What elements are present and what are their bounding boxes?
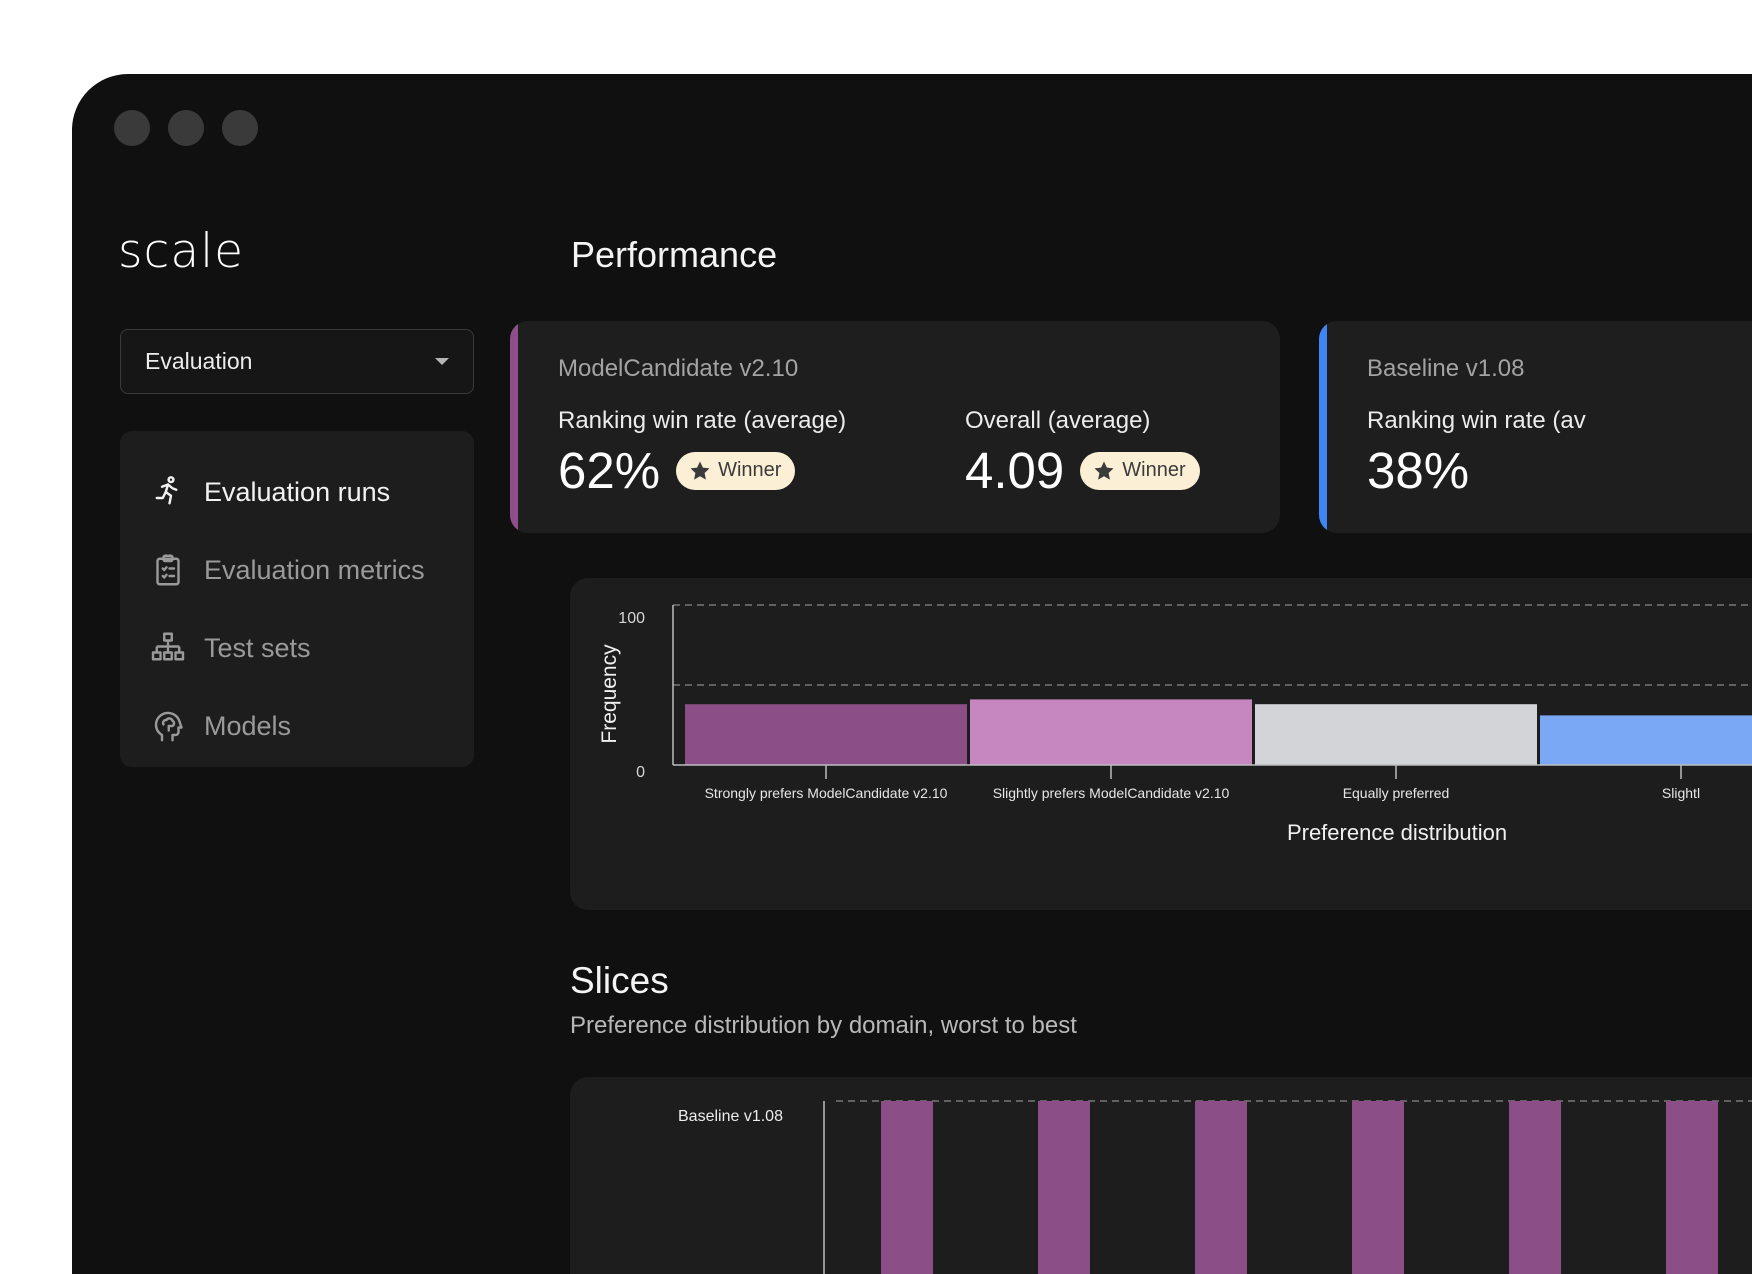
y-tick-label: 100 bbox=[618, 610, 645, 627]
running-person-icon bbox=[155, 476, 178, 505]
baseline-summary-card: Baseline v1.08 Ranking win rate (av 38% bbox=[1319, 321, 1752, 533]
badge-label: Winner bbox=[1122, 459, 1186, 481]
candidate-ranking-metric: Ranking win rate (average) 62% Winner bbox=[558, 407, 846, 500]
winner-badge: Winner bbox=[1080, 451, 1200, 490]
x-tick-label: Strongly prefers ModelCandidate v2.10 bbox=[705, 785, 948, 801]
slices-title: Slices bbox=[570, 960, 669, 1001]
baseline-accent-bar bbox=[1319, 321, 1327, 533]
section-selector-value: Evaluation bbox=[145, 348, 253, 374]
sidebar-item-test-sets[interactable]: Test sets bbox=[120, 609, 474, 687]
clipboard-checklist-icon bbox=[156, 554, 180, 586]
slices-row-label: Baseline v1.08 bbox=[678, 1108, 783, 1125]
star-icon bbox=[690, 461, 710, 480]
performance-title: Performance bbox=[571, 234, 778, 275]
minimize-window-button[interactable] bbox=[168, 110, 204, 146]
sidebar-item-label: Evaluation runs bbox=[204, 476, 391, 507]
slices-chart-card: Baseline v1.08 bbox=[570, 1077, 1752, 1274]
candidate-overall-metric: Overall (average) 4.09 Winner bbox=[965, 407, 1200, 500]
sidebar-item-models[interactable]: Models bbox=[120, 687, 474, 765]
baseline-model-name: Baseline v1.08 bbox=[1367, 355, 1525, 382]
maximize-window-button[interactable] bbox=[222, 110, 258, 146]
scale-logo[interactable]: scale bbox=[118, 224, 245, 279]
app-window: scale Evaluation Evaluation runs Ev bbox=[72, 74, 1752, 1274]
sidebar-item-evaluation-metrics[interactable]: Evaluation metrics bbox=[120, 531, 474, 609]
x-tick-label: Equally preferred bbox=[1343, 785, 1450, 801]
bar-2[interactable] bbox=[1255, 704, 1537, 765]
metric-label: Ranking win rate (av bbox=[1367, 407, 1586, 434]
badge-label: Winner bbox=[718, 459, 782, 481]
slice-bar-2[interactable] bbox=[1195, 1101, 1247, 1274]
sidebar-item-label: Evaluation metrics bbox=[204, 554, 425, 585]
caret-down-icon bbox=[435, 358, 449, 365]
metric-label: Ranking win rate (average) bbox=[558, 407, 847, 434]
winner-badge: Winner bbox=[676, 451, 796, 490]
x-tick-label: Slightl bbox=[1662, 785, 1700, 801]
sidebar-item-label: Models bbox=[204, 710, 292, 741]
section-selector[interactable]: Evaluation bbox=[120, 329, 474, 394]
sidebar-item-label: Test sets bbox=[204, 632, 311, 663]
preference-distribution-chart: Strongly prefers ModelCandidate v2.10 Sli… bbox=[598, 604, 1752, 845]
window-controls bbox=[114, 110, 258, 146]
candidate-accent-bar bbox=[510, 321, 518, 533]
close-window-button[interactable] bbox=[114, 110, 150, 146]
slice-bar-3[interactable] bbox=[1352, 1101, 1404, 1274]
baseline-ranking-metric: Ranking win rate (av 38% bbox=[1367, 407, 1586, 500]
metric-value: 4.09 bbox=[965, 442, 1065, 499]
sidebar-nav: Evaluation runs Evaluation metrics Test … bbox=[120, 431, 474, 767]
metric-label: Overall (average) bbox=[965, 407, 1151, 434]
slice-bar-5[interactable] bbox=[1666, 1101, 1718, 1274]
preference-chart-card: Strongly prefers ModelCandidate v2.10 Sli… bbox=[570, 578, 1752, 910]
x-tick-label: Slightly prefers ModelCandidate v2.10 bbox=[993, 785, 1230, 801]
y-axis-label: Frequency bbox=[598, 644, 621, 744]
bar-0[interactable] bbox=[685, 704, 967, 765]
slices-chart: Baseline v1.08 bbox=[678, 1100, 1752, 1274]
x-axis-label: Preference distribution bbox=[1287, 820, 1507, 845]
bar-3[interactable] bbox=[1540, 715, 1752, 765]
slices-subtitle: Preference distribution by domain, worst… bbox=[570, 1012, 1077, 1039]
candidate-model-name: ModelCandidate v2.10 bbox=[558, 355, 799, 382]
metric-value: 38% bbox=[1367, 442, 1470, 499]
candidate-summary-card: ModelCandidate v2.10 Ranking win rate (a… bbox=[510, 321, 1280, 533]
slice-bar-0[interactable] bbox=[881, 1101, 933, 1274]
brain-head-icon bbox=[154, 711, 183, 742]
slice-bar-1[interactable] bbox=[1038, 1101, 1090, 1274]
star-icon bbox=[1094, 461, 1114, 480]
hierarchy-icon bbox=[151, 632, 185, 661]
bar-1[interactable] bbox=[970, 699, 1252, 765]
metric-value: 62% bbox=[558, 442, 661, 499]
sidebar-item-evaluation-runs[interactable]: Evaluation runs bbox=[120, 453, 474, 531]
y-tick-label: 0 bbox=[636, 764, 645, 781]
slice-bar-4[interactable] bbox=[1509, 1101, 1561, 1274]
